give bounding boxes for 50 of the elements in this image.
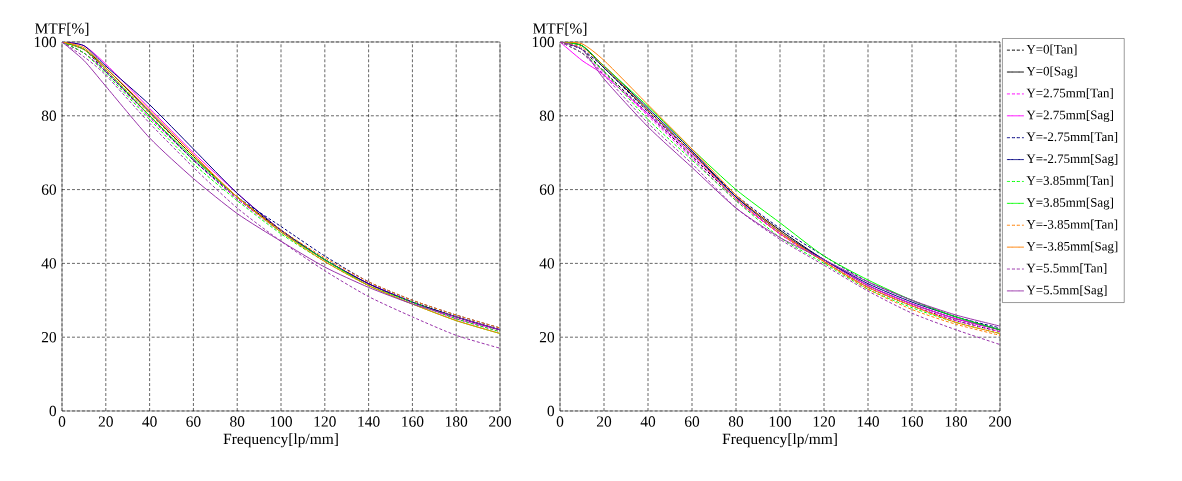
x-tick-label: 80 bbox=[230, 416, 245, 427]
x-tick-label: 160 bbox=[402, 416, 424, 427]
y-axis-title: MTF[%] bbox=[35, 22, 89, 36]
legend-label: Y=5.5mm[Tan] bbox=[1026, 263, 1107, 275]
legend-label: Y=-2.75mm[Sag] bbox=[1026, 153, 1118, 166]
x-tick-label: 80 bbox=[728, 416, 744, 427]
y-tick-label: 80 bbox=[539, 110, 555, 121]
x-tick-label: 20 bbox=[596, 416, 612, 427]
x-tick-label: 120 bbox=[813, 416, 835, 427]
legend-label: Y=-2.75mm[Tan] bbox=[1026, 132, 1118, 143]
x-tick-label: 100 bbox=[769, 416, 791, 427]
x-tick-label: 120 bbox=[314, 416, 336, 427]
legend-label: Y=3.85mm[Sag] bbox=[1026, 197, 1113, 210]
y-tick-label: 60 bbox=[539, 184, 555, 195]
x-tick-label: 180 bbox=[445, 416, 468, 427]
x-tick-label: 100 bbox=[270, 416, 292, 427]
legend-label: Y=-3.85mm[Tan] bbox=[1026, 219, 1118, 231]
y-tick-label: 100 bbox=[532, 36, 555, 48]
y-tick-label: 20 bbox=[539, 331, 555, 343]
x-tick-label: 140 bbox=[358, 416, 380, 427]
y-tick-label: 0 bbox=[547, 405, 555, 417]
x-tick-label: 0 bbox=[58, 416, 66, 427]
x-axis-title: Frequency[lp/mm] bbox=[223, 433, 338, 448]
y-axis-title: MTF[%] bbox=[533, 22, 587, 36]
x-tick-label: 160 bbox=[901, 416, 923, 427]
x-tick-label: 0 bbox=[556, 416, 564, 427]
x-tick-label: 200 bbox=[489, 416, 511, 427]
y-tick-label: 0 bbox=[49, 405, 57, 417]
x-tick-label: 60 bbox=[684, 416, 700, 427]
x-tick-label: 180 bbox=[945, 416, 967, 427]
legend-label: Y=3.85mm[Tan] bbox=[1026, 175, 1113, 187]
x-tick-label: 20 bbox=[98, 416, 113, 427]
x-tick-label: 60 bbox=[186, 416, 201, 427]
x-tick-label: 40 bbox=[142, 416, 157, 427]
legend-label: Y=0[Sag] bbox=[1026, 66, 1077, 79]
legend-label: Y=2.75mm[Tan] bbox=[1026, 88, 1113, 99]
y-tick-label: 100 bbox=[34, 36, 57, 48]
x-axis-title: Frequency[lp/mm] bbox=[722, 433, 837, 448]
legend-label: Y=5.5mm[Sag] bbox=[1026, 285, 1107, 298]
y-tick-label: 80 bbox=[41, 110, 57, 121]
y-tick-label: 60 bbox=[41, 184, 57, 195]
y-tick-label: 20 bbox=[41, 331, 57, 343]
legend-label: Y=0[Tan] bbox=[1026, 44, 1077, 56]
y-tick-label: 40 bbox=[539, 258, 555, 269]
x-tick-label: 200 bbox=[989, 416, 1011, 427]
legend-label: Y=2.75mm[Sag] bbox=[1026, 110, 1113, 122]
x-tick-label: 140 bbox=[857, 416, 879, 427]
x-tick-label: 40 bbox=[640, 416, 656, 427]
y-tick-label: 40 bbox=[41, 258, 57, 269]
legend-label: Y=-3.85mm[Sag] bbox=[1026, 241, 1118, 254]
